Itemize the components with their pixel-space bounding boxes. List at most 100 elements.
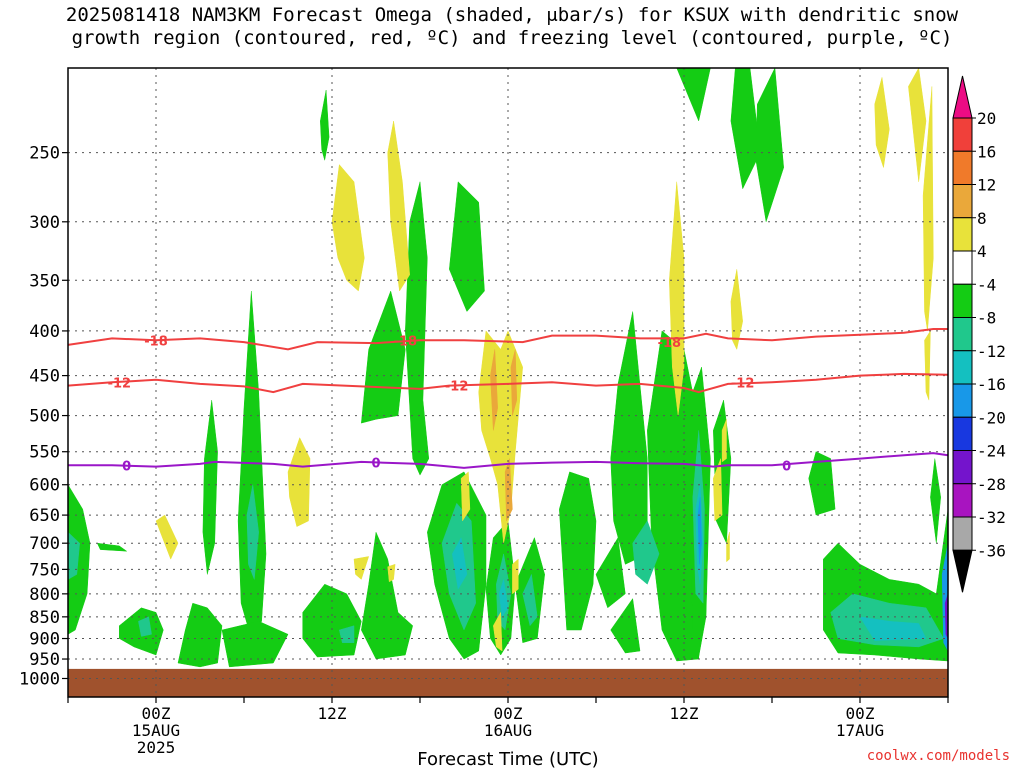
omega-region-yellow [874, 77, 890, 168]
colorbar-label: 4 [977, 242, 987, 261]
omega-region-green [361, 531, 413, 660]
x-tick-label: 2025 [137, 738, 176, 757]
colorbar-label: -36 [977, 541, 1006, 560]
y-tick-label: 300 [29, 213, 60, 233]
omega-region-green [302, 583, 362, 658]
colorbar-label: -32 [977, 508, 1006, 527]
omega-region-yellow [387, 120, 410, 292]
y-tick-label: 700 [29, 534, 60, 554]
y-tick-label: 950 [29, 650, 60, 670]
omega-region-yellow [460, 471, 471, 522]
colorbar-swatch [952, 250, 973, 285]
omega-region-yellow [387, 563, 396, 583]
omega-region-orange [510, 349, 518, 416]
omega-region-green [177, 602, 223, 668]
x-tick-label: 00Z [846, 704, 875, 723]
colorbar-label: -20 [977, 408, 1006, 427]
colorbar-label: 20 [977, 109, 996, 128]
omega-region-green [610, 597, 641, 654]
omega-region-green [595, 536, 626, 609]
colorbar-label: 8 [977, 209, 987, 228]
contour-label: -12 [731, 376, 755, 391]
omega-region-green [808, 451, 836, 516]
x-tick-label: 00Z [142, 704, 171, 723]
x-tick-label: 17AUG [836, 721, 884, 740]
colorbar-bottom-arrow [952, 549, 973, 593]
colorbar-legend: 20 16 12 8 4 -4 -8 -12 -16 -20 -24 -28 -32 -36 [952, 75, 1006, 593]
omega-region-green [320, 90, 330, 161]
omega-region-green [202, 400, 218, 575]
contour-line-0 [68, 452, 949, 469]
contour-label: -18 [658, 336, 682, 351]
contour-label: -18 [394, 334, 418, 349]
colorbar-label: 16 [977, 142, 996, 161]
colorbar-swatch [952, 383, 973, 418]
y-tick-label: 750 [29, 560, 60, 580]
contour-label: -12 [445, 380, 469, 395]
omega-region-green [676, 67, 711, 122]
y-tick-label: 900 [29, 630, 60, 650]
omega-region-cyan [859, 616, 927, 641]
omega-region-green [405, 181, 430, 476]
colorbar-label: -24 [977, 442, 1006, 461]
omega-region-green [755, 67, 784, 222]
colorbar-swatch [952, 483, 973, 518]
contour-label: 0 [371, 457, 380, 472]
omega-region-yellow [730, 269, 743, 351]
omega-region-yellow [721, 419, 727, 463]
omega-region-yellow [512, 558, 519, 595]
colorbar-label: -16 [977, 375, 1006, 394]
colorbar-swatch [952, 516, 973, 551]
y-tick-label: 550 [29, 443, 60, 463]
colorbar-swatch [952, 217, 973, 252]
colorbar-swatch [952, 350, 973, 385]
credit-link[interactable]: coolwx.com/models [866, 748, 1010, 764]
omega-region-yellow [331, 164, 365, 292]
colorbar-label: -28 [977, 475, 1006, 494]
contour-line--12 [67, 372, 949, 394]
contour-label: -12 [108, 376, 132, 391]
contour-label: 0 [782, 459, 791, 474]
omega-region-yellow [908, 67, 927, 182]
omega-region-orange [490, 349, 498, 431]
omega-region-green [610, 311, 648, 565]
x-tick-label: 12Z [670, 704, 699, 723]
y-tick-label: 350 [29, 271, 60, 291]
colorbar-swatch [952, 150, 973, 185]
omega-region-yellow [669, 181, 685, 416]
omega-region-green [221, 621, 289, 668]
omega-region-teal [246, 484, 259, 580]
omega-region-green [237, 290, 267, 640]
omega-region-green [96, 542, 128, 552]
omega-region-yellow [155, 514, 179, 560]
y-tick-label: 600 [29, 476, 60, 496]
y-tick-label: 400 [29, 322, 60, 342]
y-tick-label: 650 [29, 506, 60, 526]
colorbar-label: -4 [977, 275, 996, 294]
y-tick-label: 500 [29, 407, 60, 427]
x-tick-label: 12Z [318, 704, 347, 723]
temperature-contours: -18 -18 -18 -12 -12 -12 0 0 0 [67, 328, 949, 474]
omega-region-green [449, 181, 485, 312]
contour-line--18 [67, 328, 948, 351]
colorbar-label: -8 [977, 309, 996, 328]
x-tick-label: 15AUG [132, 721, 180, 740]
colorbar-swatch [952, 117, 973, 152]
y-tick-label: 250 [29, 144, 60, 164]
omega-region-yellow [287, 437, 311, 527]
x-axis-label: Forecast Time (UTC) [417, 749, 598, 768]
omega-region-blue [697, 497, 702, 565]
colorbar-swatch [952, 416, 973, 451]
contour-label: -18 [144, 334, 168, 349]
omega-region-green [361, 290, 406, 424]
x-tick-label: 16AUG [484, 721, 532, 740]
y-tick-label: 450 [29, 367, 60, 387]
omega-region-green [930, 458, 941, 544]
omega-region-yellow [922, 86, 934, 331]
y-tick-label: 1000 [19, 669, 60, 689]
contour-label: 0 [122, 459, 131, 474]
omega-region-yellow [353, 556, 370, 580]
omega-region-teal [138, 616, 152, 637]
